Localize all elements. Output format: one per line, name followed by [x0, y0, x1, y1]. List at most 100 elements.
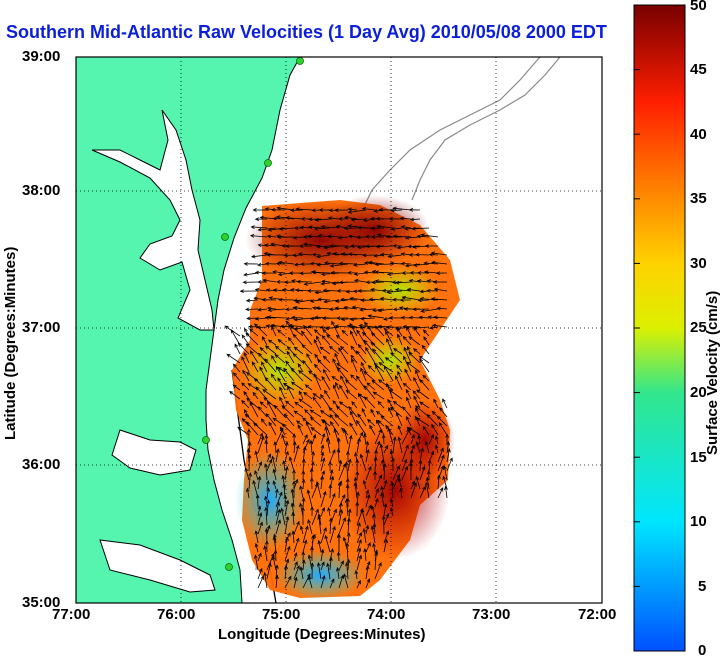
velocity-arrow	[251, 254, 268, 258]
velocity-arrow-head	[348, 234, 353, 239]
velocity-arrow-head	[226, 353, 231, 358]
velocity-arrow-head	[403, 355, 407, 360]
velocity-arrow	[347, 518, 350, 535]
velocity-arrow	[296, 208, 313, 211]
velocity-arrow	[255, 317, 268, 320]
velocity-arrow	[336, 406, 349, 418]
velocity-arrow-head	[297, 252, 303, 256]
velocity-arrow	[338, 448, 340, 463]
velocity-arrow-head	[331, 376, 336, 380]
velocity-arrow	[330, 421, 340, 436]
velocity-arrow	[373, 543, 376, 553]
velocity-arrow-head	[372, 523, 377, 528]
velocity-arrow-head	[276, 280, 281, 284]
velocity-arrow-head	[317, 233, 323, 238]
velocity-arrow-head	[321, 457, 326, 462]
velocity-arrow	[241, 334, 250, 346]
velocity-arrow-head	[324, 389, 328, 395]
velocity-arrow	[373, 523, 376, 535]
velocity-arrow-head	[399, 298, 404, 302]
velocity-arrow	[262, 336, 268, 346]
velocity-arrow-head	[266, 234, 272, 239]
velocity-arrow-head	[297, 362, 302, 368]
velocity-arrow	[400, 488, 403, 499]
velocity-arrow	[418, 435, 421, 445]
velocity-arrow-head	[229, 390, 234, 395]
velocity-arrow-head	[406, 415, 410, 421]
velocity-arrow-head	[321, 561, 325, 566]
velocity-arrow-head	[254, 316, 260, 321]
velocity-arrow	[326, 334, 340, 346]
velocity-arrow-head	[282, 382, 288, 387]
velocity-arrow-head	[390, 481, 395, 486]
velocity-arrow-head	[345, 389, 350, 394]
velocity-arrow	[356, 539, 362, 553]
velocity-arrow	[296, 420, 304, 427]
velocity-arrow-head	[241, 418, 246, 423]
velocity-arrow	[265, 496, 268, 508]
velocity-arrow-head	[295, 420, 301, 425]
velocity-arrow	[301, 331, 313, 346]
velocity-arrow	[406, 361, 421, 373]
velocity-arrow-head	[386, 382, 390, 388]
velocity-arrow	[291, 489, 295, 508]
velocity-arrow-head	[335, 381, 339, 387]
velocity-arrow-head	[422, 374, 427, 379]
velocity-arrow	[311, 434, 316, 445]
velocity-arrow	[320, 458, 325, 472]
velocity-arrow-head	[243, 261, 248, 266]
velocity-arrow	[431, 424, 439, 436]
velocity-arrow	[406, 416, 412, 427]
velocity-arrow-head	[259, 215, 264, 220]
velocity-arrow-head	[353, 476, 358, 482]
velocity-arrow-head	[409, 458, 414, 463]
velocity-arrow-head	[300, 262, 305, 266]
velocity-arrow	[351, 401, 358, 409]
velocity-arrow-head	[328, 208, 333, 213]
velocity-arrow-head	[302, 359, 307, 365]
velocity-arrow-head	[396, 473, 400, 479]
velocity-arrow	[372, 348, 385, 364]
velocity-arrow	[273, 469, 277, 481]
velocity-arrow-head	[245, 487, 250, 493]
velocity-arrow-head	[277, 377, 282, 382]
velocity-arrow	[323, 355, 331, 364]
velocity-arrow	[284, 537, 288, 553]
velocity-arrow-head	[266, 487, 270, 492]
velocity-arrow	[338, 560, 344, 571]
velocity-arrow	[326, 438, 331, 454]
velocity-arrow	[257, 553, 262, 562]
velocity-arrow-head	[331, 281, 337, 286]
velocity-arrow-head	[420, 309, 425, 313]
velocity-arrow-head	[315, 335, 320, 340]
velocity-arrow-head	[374, 325, 379, 330]
velocity-arrow-head	[340, 427, 346, 432]
x-tick-label: 74:00	[367, 606, 406, 623]
velocity-arrow-head	[390, 208, 395, 213]
velocity-arrow	[246, 488, 250, 499]
velocity-arrow-head	[270, 323, 275, 328]
velocity-arrow	[348, 235, 358, 238]
velocity-arrow-head	[349, 296, 354, 301]
velocity-arrow-head	[316, 254, 321, 259]
velocity-arrow	[329, 493, 336, 508]
velocity-arrow	[365, 505, 372, 517]
velocity-arrow-head	[267, 562, 272, 567]
station-marker	[202, 436, 210, 444]
velocity-arrow	[248, 454, 250, 472]
velocity-arrow-head	[270, 552, 275, 558]
velocity-arrow	[249, 402, 259, 418]
velocity-arrow	[408, 427, 421, 436]
velocity-arrow-head	[339, 508, 344, 514]
velocity-arrow-head	[347, 508, 352, 513]
velocity-arrow	[257, 433, 263, 445]
velocity-arrow-head	[294, 561, 298, 566]
velocity-arrow	[365, 542, 371, 553]
velocity-arrow-head	[232, 363, 237, 368]
velocity-arrow-head	[309, 416, 315, 421]
velocity-arrow-head	[346, 532, 351, 537]
velocity-arrow-head	[377, 324, 382, 329]
velocity-arrow	[363, 385, 376, 400]
velocity-arrow-head	[297, 424, 302, 429]
